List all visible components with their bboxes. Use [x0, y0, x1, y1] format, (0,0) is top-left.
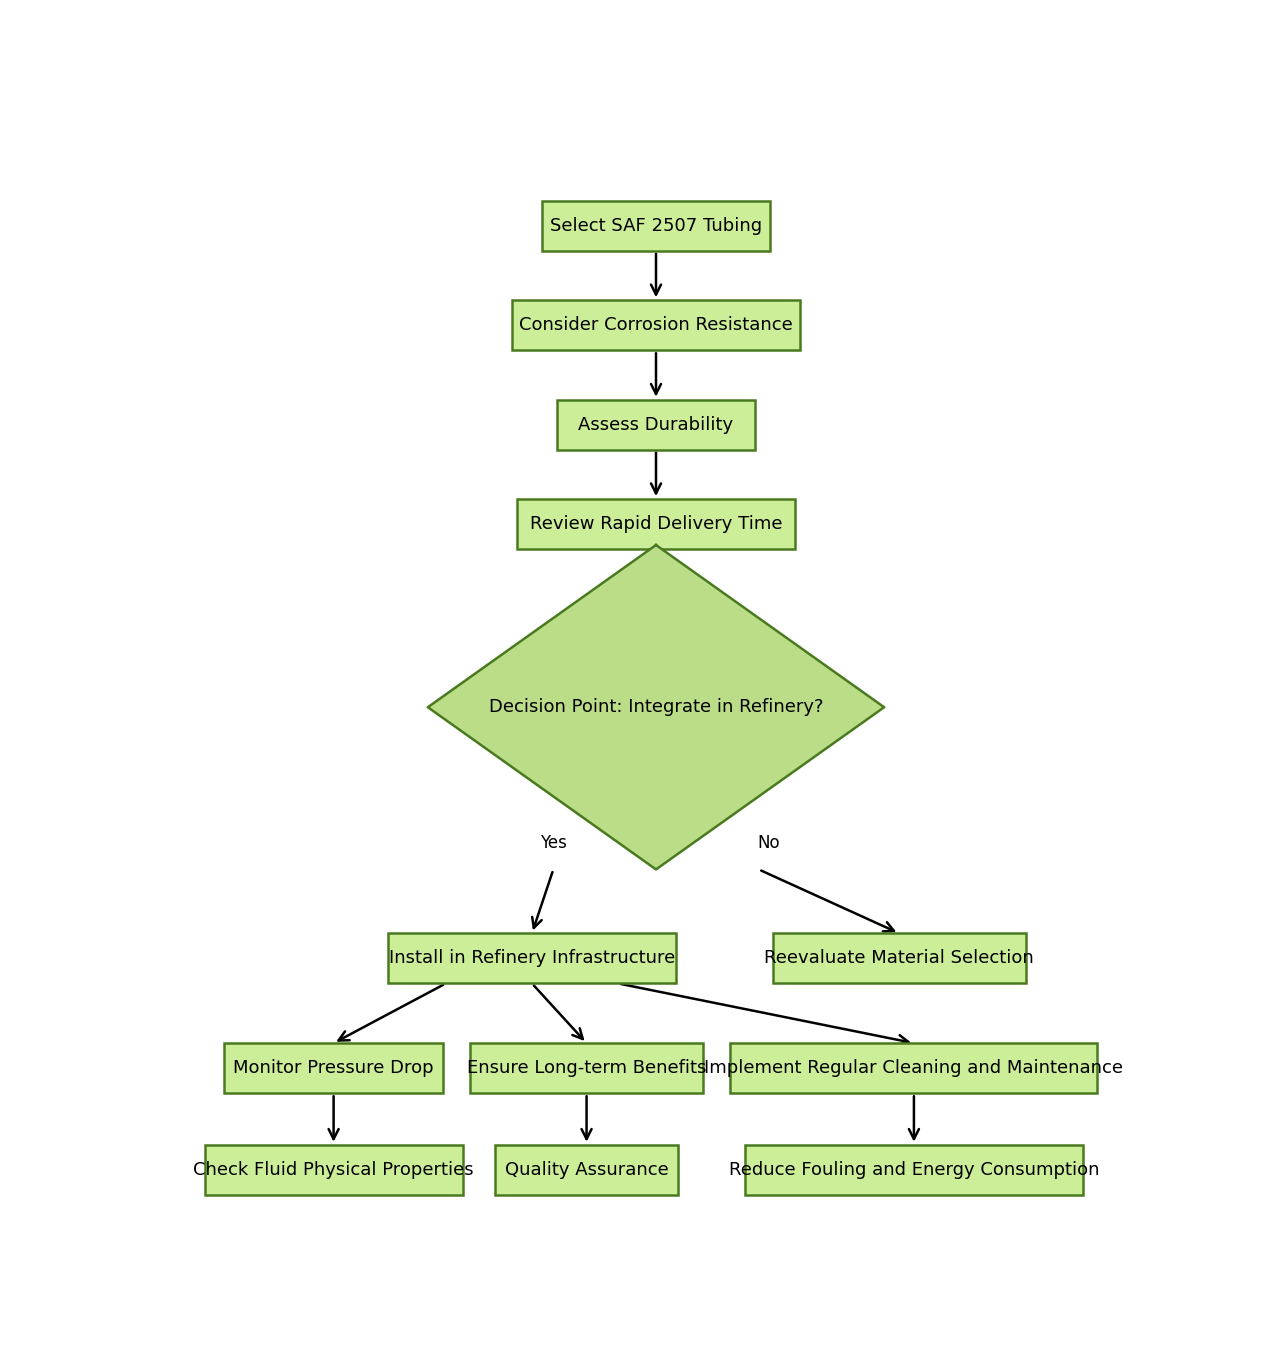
FancyBboxPatch shape — [470, 1044, 703, 1094]
Text: Yes: Yes — [540, 834, 567, 852]
Text: Decision Point: Integrate in Refinery?: Decision Point: Integrate in Refinery? — [489, 699, 823, 716]
Text: Monitor Pressure Drop: Monitor Pressure Drop — [233, 1059, 434, 1078]
FancyBboxPatch shape — [731, 1044, 1097, 1094]
Polygon shape — [428, 545, 884, 870]
Text: Install in Refinery Infrastructure: Install in Refinery Infrastructure — [389, 950, 675, 968]
FancyBboxPatch shape — [512, 300, 800, 351]
FancyBboxPatch shape — [495, 1144, 678, 1195]
Text: Check Fluid Physical Properties: Check Fluid Physical Properties — [193, 1161, 474, 1178]
Text: No: No — [758, 834, 780, 852]
FancyBboxPatch shape — [205, 1144, 462, 1195]
FancyBboxPatch shape — [388, 934, 676, 984]
Text: Implement Regular Cleaning and Maintenance: Implement Regular Cleaning and Maintenan… — [704, 1059, 1124, 1078]
Text: Consider Corrosion Resistance: Consider Corrosion Resistance — [520, 317, 792, 334]
Text: Reevaluate Material Selection: Reevaluate Material Selection — [764, 950, 1034, 968]
FancyBboxPatch shape — [224, 1044, 443, 1094]
FancyBboxPatch shape — [557, 400, 755, 450]
FancyBboxPatch shape — [773, 934, 1025, 984]
Text: Assess Durability: Assess Durability — [579, 416, 733, 434]
Text: Select SAF 2507 Tubing: Select SAF 2507 Tubing — [550, 217, 762, 235]
FancyBboxPatch shape — [517, 499, 795, 549]
Text: Review Rapid Delivery Time: Review Rapid Delivery Time — [530, 515, 782, 533]
Text: Ensure Long-term Benefits: Ensure Long-term Benefits — [467, 1059, 707, 1078]
Text: Quality Assurance: Quality Assurance — [504, 1161, 668, 1178]
FancyBboxPatch shape — [541, 201, 771, 251]
FancyBboxPatch shape — [745, 1144, 1083, 1195]
Text: Reduce Fouling and Energy Consumption: Reduce Fouling and Energy Consumption — [728, 1161, 1100, 1178]
